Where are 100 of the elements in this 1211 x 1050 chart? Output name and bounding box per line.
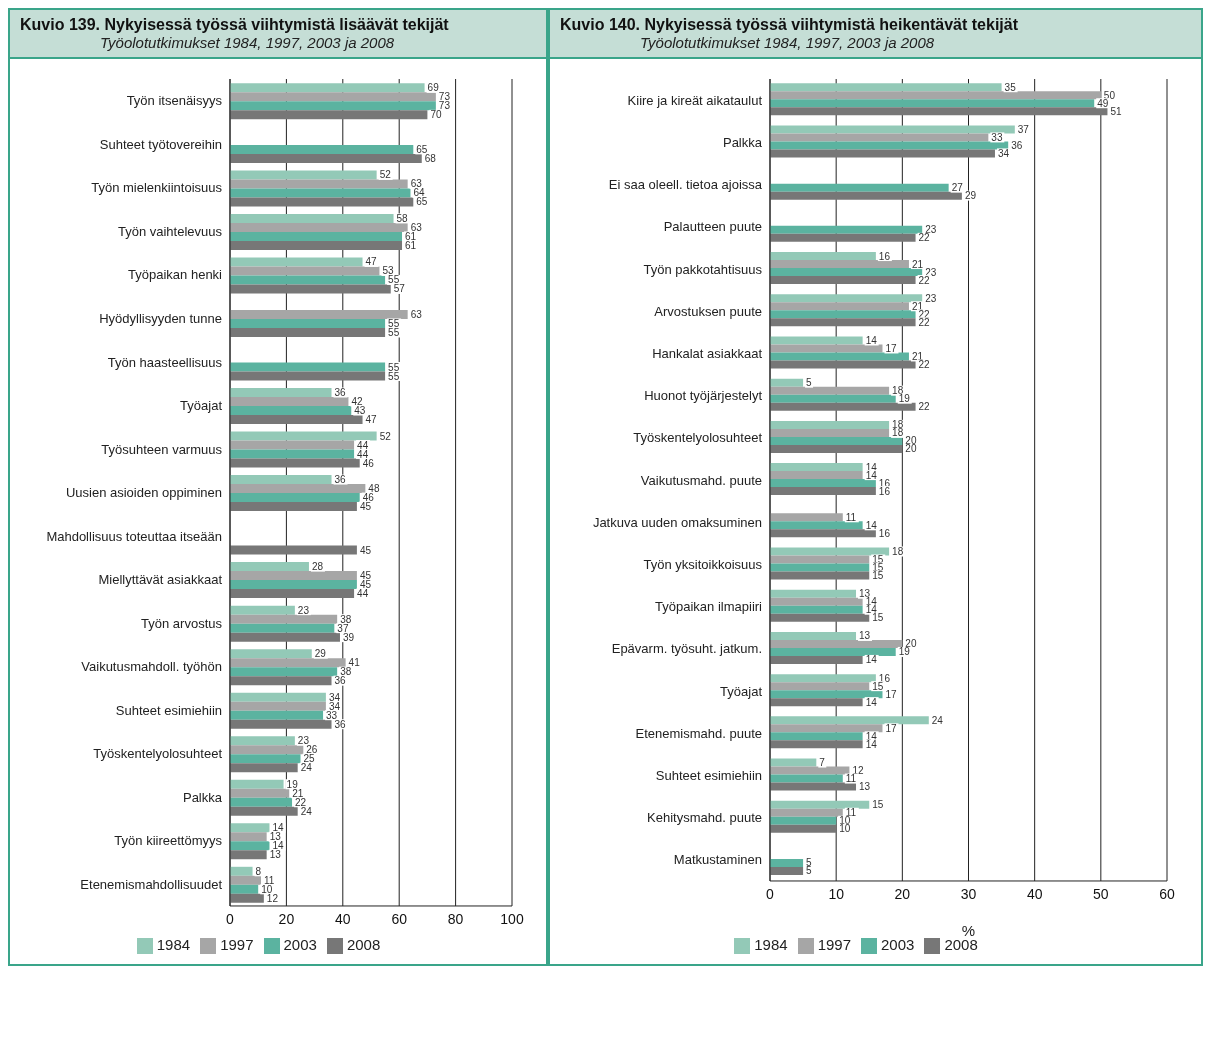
y-tick-label: Palkka (722, 134, 763, 150)
data-label: 42 (351, 396, 363, 408)
data-label: 22 (918, 232, 931, 244)
y-tick-label: Kehitysmahd. puute (647, 810, 762, 826)
data-label: 35 (1004, 81, 1017, 93)
data-label: 73 (438, 100, 451, 112)
y-tick-label: Etenemismahd. puute (635, 725, 762, 741)
data-label: 38 (340, 666, 352, 678)
chart-subtitle: Työolotutkimukset 1984, 1997, 2003 ja 2008 (639, 34, 936, 51)
data-label: 29 (314, 648, 327, 660)
y-tick-label: Työn yksitoikkoisuus (643, 557, 763, 573)
data-label: 44 (357, 448, 369, 460)
data-label: 22 (295, 796, 307, 808)
data-label: 57 (393, 283, 406, 295)
data-label: 18 (892, 427, 904, 439)
data-label: 45 (359, 579, 372, 591)
data-label: 22 (918, 358, 931, 370)
data-label: 15 (872, 680, 884, 692)
data-label: 14 (865, 730, 878, 742)
x-tick-label: 80 (447, 910, 464, 927)
y-tick-label: Työsuhteen varmuus (101, 441, 223, 457)
data-label: 14 (865, 596, 878, 608)
data-label: 16 (878, 250, 891, 262)
data-label: 43 (354, 405, 366, 417)
y-tick-label: Palautteen puute (663, 219, 762, 235)
data-label: 11 (845, 511, 857, 523)
data-label: 8 (255, 865, 262, 877)
y-tick-label: Suhteet esimiehiin (655, 768, 762, 784)
y-tick-label: Työajat (180, 398, 223, 414)
x-tick-label: 0 (766, 885, 775, 902)
data-label: 34 (328, 691, 341, 703)
y-tick-label: Matkustaminen (673, 852, 762, 868)
data-label: 55 (388, 317, 400, 329)
data-label: 37 (1017, 123, 1030, 135)
data-label: 34 (328, 700, 341, 712)
y-tick-label: Työn vaihtelevuus (117, 223, 223, 239)
chart-subtitle: Työolotutkimukset 1984, 1997, 2003 ja 2008 (99, 34, 396, 51)
x-tick-label: 50 (1093, 885, 1109, 902)
data-label: 7 (819, 757, 826, 769)
x-tick-label: 20 (278, 910, 295, 927)
x-tick-label: 40 (335, 910, 351, 927)
data-label: 49 (1097, 97, 1109, 109)
y-tick-label: Työn arvostus (141, 615, 223, 631)
data-label: 18 (892, 546, 904, 558)
x-tick-label: 0 (226, 910, 235, 927)
x-tick-label: 30 (960, 885, 977, 902)
y-tick-label: Suhteet työtovereihin (99, 136, 222, 152)
y-tick-label: Vaikutusmahd. puute (640, 472, 762, 488)
legend-label: 1997 (220, 935, 254, 953)
data-label: 39 (342, 631, 355, 643)
legend-label: 1997 (817, 935, 851, 953)
y-tick-label: Työskentelyolosuhteet (93, 746, 223, 762)
y-tick-label: Suhteet esimiehiin (115, 702, 222, 718)
data-label: 23 (297, 735, 310, 747)
y-tick-label: Työajat (720, 683, 763, 699)
y-tick-label: Uusien asioiden oppiminen (65, 485, 222, 501)
data-label: 45 (359, 544, 372, 556)
data-label: 69 (427, 82, 440, 94)
data-label: 27 (951, 182, 964, 194)
data-label: 15 (872, 570, 884, 582)
data-label: 48 (368, 483, 380, 495)
data-label: 29 (964, 190, 977, 202)
data-label: 21 (911, 350, 924, 362)
y-tick-label: Työn pakkotahtisuus (643, 261, 763, 277)
data-label: 34 (997, 147, 1010, 159)
data-label: 52 (379, 169, 392, 181)
data-label: 53 (382, 265, 395, 277)
data-label: 14 (865, 696, 878, 708)
data-label: 55 (388, 370, 400, 382)
y-tick-label: Palkka (182, 789, 223, 805)
y-tick-label: Kiire ja kireät aikataulut (627, 92, 763, 108)
y-tick-label: Miellyttävät asiakkaat (98, 572, 223, 588)
data-label: 46 (362, 492, 375, 504)
x-tick-label: 60 (391, 910, 408, 927)
data-label: 55 (388, 361, 400, 373)
data-label: 23 (925, 292, 937, 304)
y-tick-label: Työn mielenkiintoisuus (91, 180, 223, 196)
y-tick-label: Työn itsenäisyys (126, 93, 223, 109)
data-label: 61 (405, 239, 417, 251)
data-label: 21 (911, 300, 924, 312)
data-label: 52 (379, 430, 392, 442)
data-label: 11 (264, 874, 275, 886)
x-tick-label: 60 (1159, 885, 1175, 902)
data-label: 14 (865, 738, 878, 750)
x-tick-label: 100 (500, 910, 524, 927)
legend-label: 1984 (156, 935, 191, 953)
data-label: 19 (898, 393, 911, 405)
data-label: 16 (878, 485, 891, 497)
data-label: 19 (898, 646, 911, 658)
chart-title: Kuvio 140. Nykyisessä työssä viihtymistä heikentävät tekijät (560, 16, 1019, 34)
data-label: 23 (297, 604, 310, 616)
y-tick-label: Epävarm. työsuht. jatkum. (611, 641, 762, 657)
data-label: 55 (388, 274, 400, 286)
data-label: 13 (859, 781, 871, 793)
data-label: 5 (806, 377, 813, 389)
y-tick-label: Mahdollisuus toteuttaa itseään (46, 528, 222, 544)
data-label: 18 (892, 385, 904, 397)
y-tick-label: Huonot työjärjestelyt (644, 388, 763, 404)
y-tick-label: Hyödyllisyyden tunne (99, 311, 222, 326)
y-tick-label: Työpaikan henki (128, 267, 223, 283)
